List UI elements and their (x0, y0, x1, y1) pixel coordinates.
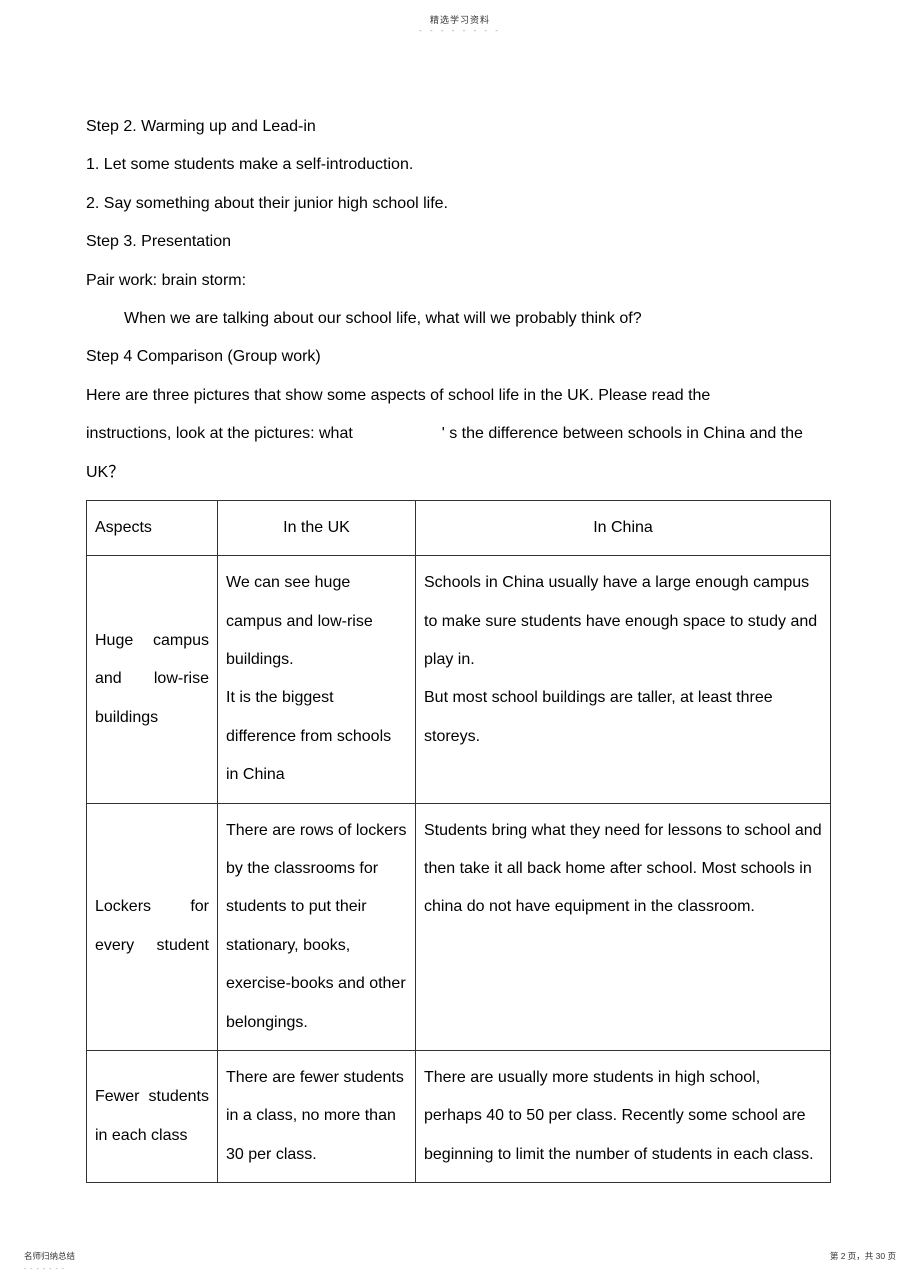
main-content: Step 2. Warming up and Lead-in 1. Let so… (86, 108, 834, 1183)
step4-line3: UK？ (86, 454, 834, 492)
step4-line2a: instructions, look at the pictures: what (86, 425, 353, 442)
table-cell-china: Schools in China usually have a large en… (416, 556, 831, 803)
step4-heading: Step 4 Comparison (Group work) (86, 338, 834, 376)
table-cell-aspect: Huge campus and low-rise buildings (87, 556, 218, 803)
table-cell-china: Students bring what they need for lesson… (416, 803, 831, 1050)
table-cell-uk: There are fewer students in a class, no … (218, 1050, 416, 1182)
step2-heading: Step 2. Warming up and Lead-in (86, 108, 834, 146)
footer-left-text: 名师归纳总结 (24, 1250, 75, 1262)
step3-heading: Step 3. Presentation (86, 223, 834, 261)
step2-item1: 1. Let some students make a self-introdu… (86, 146, 834, 184)
table-cell-china: There are usually more students in high … (416, 1050, 831, 1182)
step4-line2b: ' s the difference between schools in Ch… (442, 425, 803, 442)
table-header-aspects: Aspects (87, 500, 218, 555)
table-row: Lockers for every student There are rows… (87, 803, 831, 1050)
table-header-uk: In the UK (218, 500, 416, 555)
footer-dashes: - - - - - - - (24, 1266, 65, 1273)
table-cell-aspect: Fewer students in each class (87, 1050, 218, 1182)
step4-line1: Here are three pictures that show some a… (86, 377, 834, 415)
footer-right-text: 第 2 页，共 30 页 (830, 1250, 896, 1262)
table-header-china: In China (416, 500, 831, 555)
comparison-table: Aspects In the UK In China Huge campus a… (86, 500, 831, 1183)
table-cell-uk: There are rows of lockers by the classro… (218, 803, 416, 1050)
header-dashes: - - - - - - - - (0, 26, 920, 35)
header-title: 精选学习资料 (0, 13, 920, 26)
step2-item2: 2. Say something about their junior high… (86, 185, 834, 223)
table-cell-uk: We can see huge campus and low-rise buil… (218, 556, 416, 803)
table-row: Fewer students in each class There are f… (87, 1050, 831, 1182)
step3-item1: Pair work: brain storm: (86, 262, 834, 300)
table-cell-aspect: Lockers for every student (87, 803, 218, 1050)
step4-line2: instructions, look at the pictures: what… (86, 415, 834, 453)
step3-item2: When we are talking about our school lif… (86, 300, 834, 338)
table-header-row: Aspects In the UK In China (87, 500, 831, 555)
table-row: Huge campus and low-rise buildings We ca… (87, 556, 831, 803)
